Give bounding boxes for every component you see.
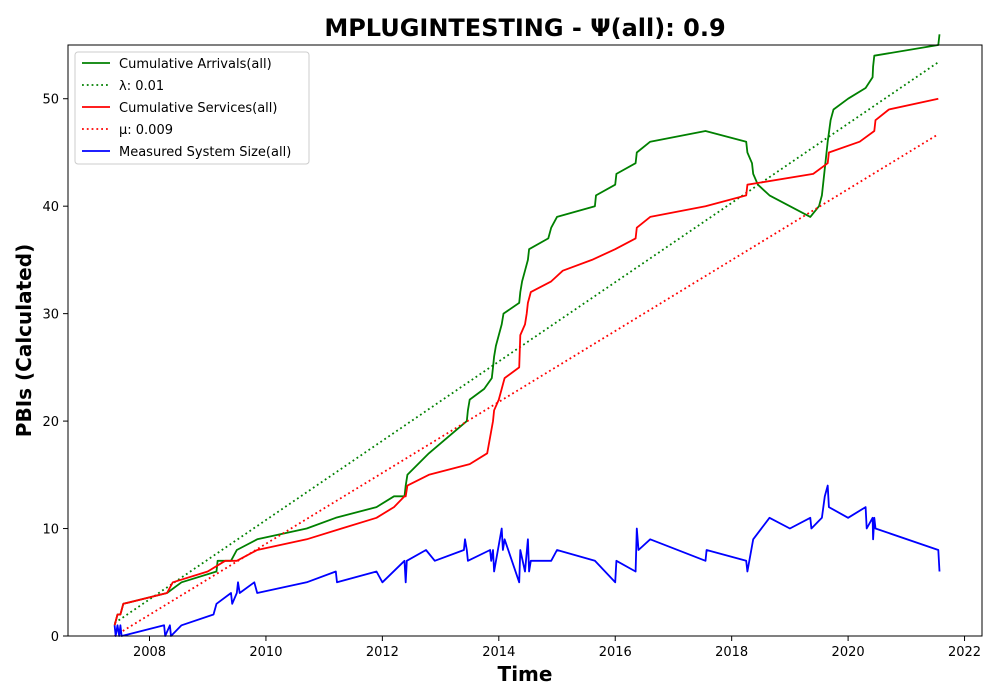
x-axis: 2008 2010 2012 2014 2016 2018 2020 2022 xyxy=(133,636,981,660)
x-axis-label: Time xyxy=(498,662,553,686)
x-tick-label: 2018 xyxy=(715,645,748,660)
series-layer xyxy=(113,34,941,637)
series-line-0 xyxy=(113,34,941,626)
series-line-4 xyxy=(113,484,941,637)
x-tick-label: 2010 xyxy=(249,645,282,660)
x-tick-label: 2016 xyxy=(599,645,632,660)
x-tick-label: 2020 xyxy=(832,645,865,660)
legend-label-2: Cumulative Services(all) xyxy=(119,101,277,116)
y-tick-label: 40 xyxy=(42,200,59,215)
y-tick-label: 0 xyxy=(51,630,59,645)
y-tick-label: 50 xyxy=(42,93,59,108)
x-tick-label: 2012 xyxy=(366,645,399,660)
y-axis: 0 10 20 30 40 50 xyxy=(42,93,68,645)
legend-label-3: μ: 0.009 xyxy=(119,123,173,138)
legend-label-0: Cumulative Arrivals(all) xyxy=(119,57,272,72)
legend: Cumulative Arrivals(all) λ: 0.01 Cumulativ… xyxy=(74,51,310,165)
y-tick-label: 20 xyxy=(42,415,59,430)
y-tick-label: 10 xyxy=(42,523,59,538)
legend-box xyxy=(74,51,310,165)
legend-label-4: Measured System Size(all) xyxy=(119,145,291,160)
x-tick-label: 2014 xyxy=(482,645,515,660)
y-tick-label: 30 xyxy=(42,308,59,323)
x-tick-label: 2008 xyxy=(133,645,166,660)
chart-title: MPLUGINTESTING - Ψ(all): 0.9 xyxy=(324,14,725,42)
legend-label-1: λ: 0.01 xyxy=(119,79,164,94)
plot-frame xyxy=(67,44,983,637)
series-line-2 xyxy=(113,97,939,626)
x-tick-label: 2022 xyxy=(948,645,981,660)
series-line-1 xyxy=(114,61,939,624)
y-axis-label: PBIs (Calculated) xyxy=(12,244,36,437)
